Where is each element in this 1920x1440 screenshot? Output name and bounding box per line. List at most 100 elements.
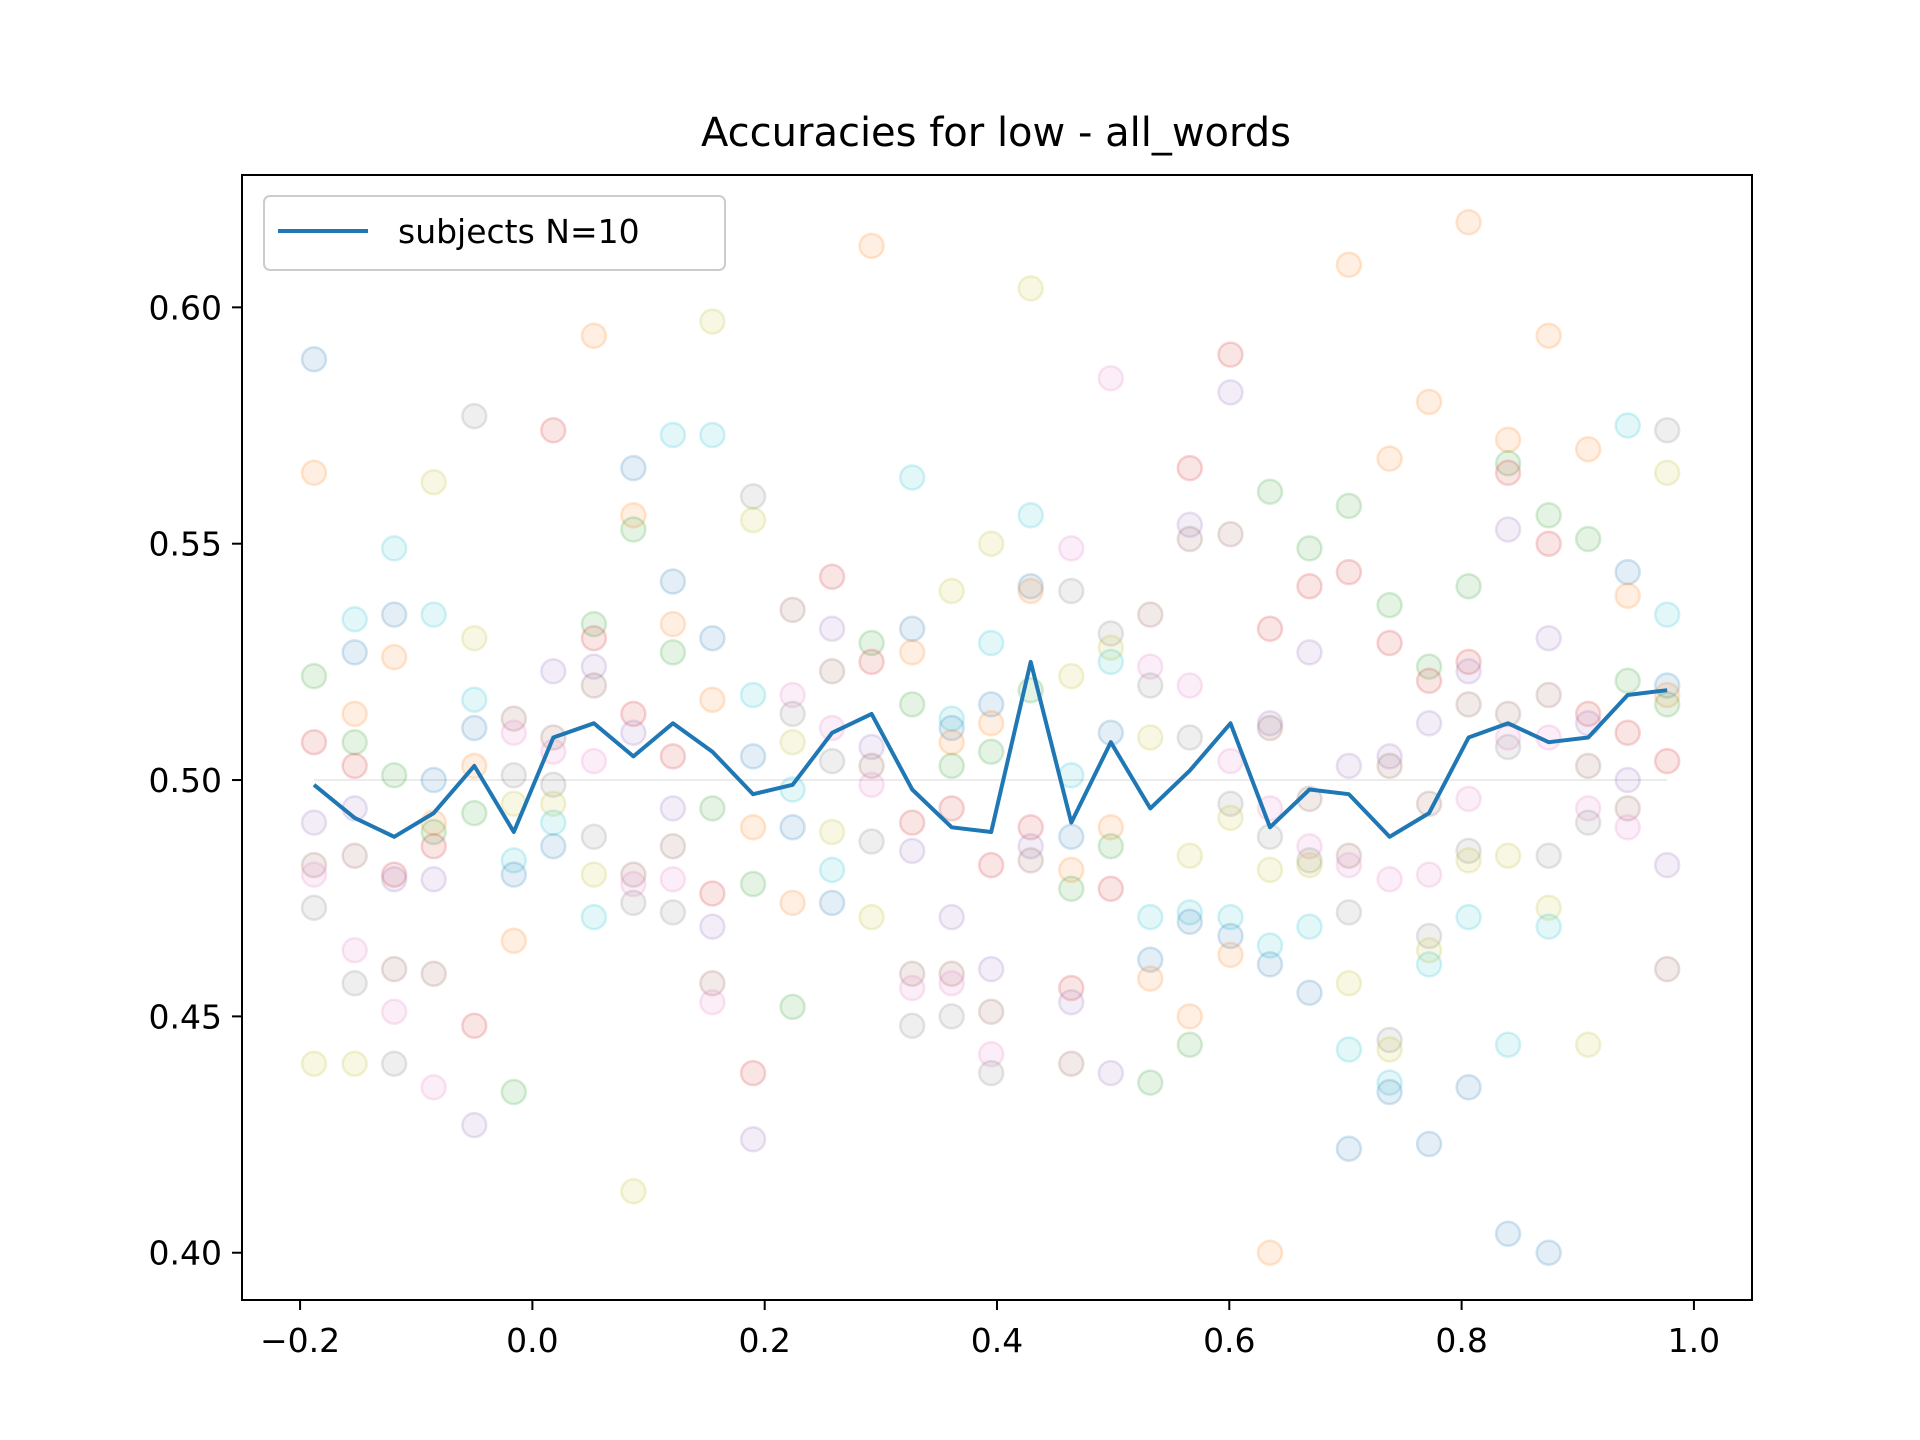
scatter-point: [818, 889, 846, 917]
scatter-point: [818, 747, 846, 775]
scatter-point: [1097, 814, 1125, 841]
scatter-point: [1097, 875, 1125, 903]
scatter-point: [420, 818, 447, 846]
scatter-point: [938, 1003, 965, 1030]
scatter-point: [1653, 955, 1681, 983]
scatter-point: [779, 814, 806, 841]
scatter-point: [341, 842, 368, 869]
scatter-point: [1217, 341, 1244, 368]
scatter-layer: [300, 209, 1681, 1266]
scatter-point: [1058, 974, 1085, 1002]
scatter-point: [779, 728, 806, 756]
scatter-point: [300, 346, 328, 373]
scatter-point: [1296, 572, 1323, 600]
scatter-point: [858, 828, 885, 855]
scatter-point: [1494, 1031, 1522, 1058]
scatter-point: [1574, 435, 1602, 463]
scatter-point: [1376, 1036, 1403, 1063]
scatter-point: [977, 738, 1005, 765]
scatter-point: [1415, 388, 1443, 416]
scatter-point: [858, 232, 885, 260]
scatter-point: [580, 322, 608, 349]
x-tick-label: 0.2: [738, 1321, 790, 1360]
scatter-point: [1058, 988, 1085, 1016]
scatter-point: [739, 681, 767, 709]
scatter-point: [1455, 837, 1482, 865]
scatter-point: [938, 970, 965, 997]
scatter-point: [1335, 842, 1363, 869]
scatter-point: [1137, 946, 1164, 973]
scatter-point: [1574, 795, 1602, 822]
scatter-point: [1217, 379, 1244, 406]
scatter-point: [779, 889, 806, 917]
scatter-point: [1376, 1078, 1403, 1106]
scatter-point: [1256, 1239, 1284, 1266]
scatter-point: [1217, 520, 1244, 548]
scatter-point: [620, 700, 647, 728]
scatter-point: [580, 653, 608, 680]
scatter-point: [659, 639, 687, 666]
scatter-point: [420, 960, 447, 988]
scatter-point: [1097, 634, 1125, 661]
scatter-point: [380, 643, 408, 671]
scatter-point: [1296, 851, 1323, 879]
legend: subjects N=10: [263, 195, 726, 271]
scatter-point: [858, 903, 885, 931]
scatter-point: [1058, 1050, 1085, 1077]
scatter-point: [1614, 766, 1641, 794]
scatter-point: [779, 700, 806, 728]
scatter-point: [699, 795, 726, 822]
scatter-point: [1415, 667, 1443, 695]
scatter-point: [898, 960, 926, 988]
scatter-point: [1614, 814, 1641, 841]
scatter-point: [1494, 1220, 1522, 1248]
scatter-point: [1376, 743, 1403, 770]
scatter-point: [300, 851, 328, 879]
scatter-point: [779, 776, 806, 803]
scatter-point: [898, 974, 926, 1002]
scatter-point: [1296, 639, 1323, 666]
scatter-point: [1335, 251, 1363, 279]
scatter-point: [380, 866, 408, 893]
scatter-point: [1335, 1036, 1363, 1063]
scatter-point: [461, 402, 488, 430]
chart-title: Accuracies for low - all_words: [701, 110, 1291, 156]
scatter-point: [500, 861, 528, 888]
scatter-point: [1535, 624, 1562, 652]
scatter-point: [380, 601, 408, 628]
scatter-point: [699, 308, 726, 335]
x-tick-label: 0.0: [506, 1321, 558, 1360]
scatter-point: [739, 814, 767, 841]
scatter-point: [1535, 681, 1562, 709]
scatter-point: [1296, 847, 1323, 874]
y-axis: 0.40 0.45 0.50 0.55 0.60: [149, 288, 242, 1273]
scatter-point: [1376, 591, 1403, 619]
scatter-point: [1653, 747, 1681, 775]
scatter-point: [1256, 710, 1284, 737]
scatter-point: [380, 762, 408, 789]
scatter-point: [659, 421, 687, 449]
scatter-point: [500, 762, 528, 789]
scatter-point: [1017, 572, 1044, 600]
scatter-point: [1137, 724, 1164, 751]
y-tick-label: 0.45: [149, 997, 222, 1036]
scatter-point: [938, 714, 965, 742]
scatter-point: [1296, 913, 1323, 940]
scatter-point: [420, 601, 447, 628]
scatter-point: [1574, 809, 1602, 836]
scatter-point: [1176, 908, 1204, 936]
scatter-point: [300, 809, 328, 836]
scatter-point: [818, 856, 846, 884]
scatter-point: [699, 970, 726, 997]
scatter-point: [461, 714, 488, 742]
scatter-point: [1058, 875, 1085, 903]
scatter-point: [1614, 667, 1641, 695]
scatter-point: [540, 658, 567, 685]
scatter-point: [1137, 653, 1164, 680]
scatter-point: [1376, 445, 1403, 472]
scatter-point: [1176, 1003, 1204, 1030]
scatter-point: [1256, 478, 1284, 505]
scatter-point: [977, 955, 1005, 983]
scatter-point: [1614, 412, 1641, 439]
scatter-point: [898, 639, 926, 666]
